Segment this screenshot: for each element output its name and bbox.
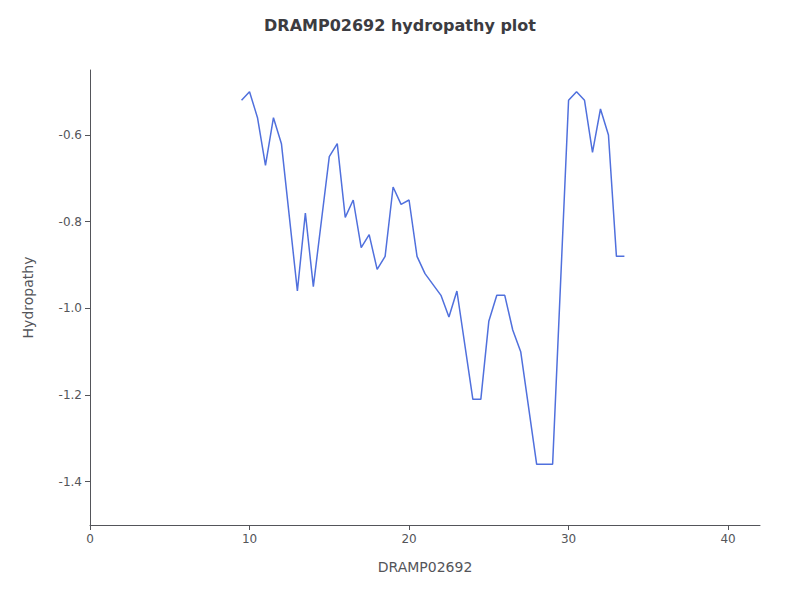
svg-text:40: 40 <box>720 532 735 546</box>
svg-text:-1.0: -1.0 <box>59 301 82 315</box>
svg-text:10: 10 <box>242 532 257 546</box>
svg-text:20: 20 <box>401 532 416 546</box>
svg-text:-0.8: -0.8 <box>59 215 82 229</box>
svg-text:DRAMP02692 hydropathy plot: DRAMP02692 hydropathy plot <box>264 16 536 35</box>
svg-text:30: 30 <box>561 532 576 546</box>
svg-text:DRAMP02692: DRAMP02692 <box>378 559 473 575</box>
svg-text:-0.6: -0.6 <box>59 128 82 142</box>
svg-text:-1.4: -1.4 <box>59 475 82 489</box>
svg-text:Hydropathy: Hydropathy <box>20 257 36 339</box>
svg-text:0: 0 <box>86 532 94 546</box>
svg-text:-1.2: -1.2 <box>59 388 82 402</box>
